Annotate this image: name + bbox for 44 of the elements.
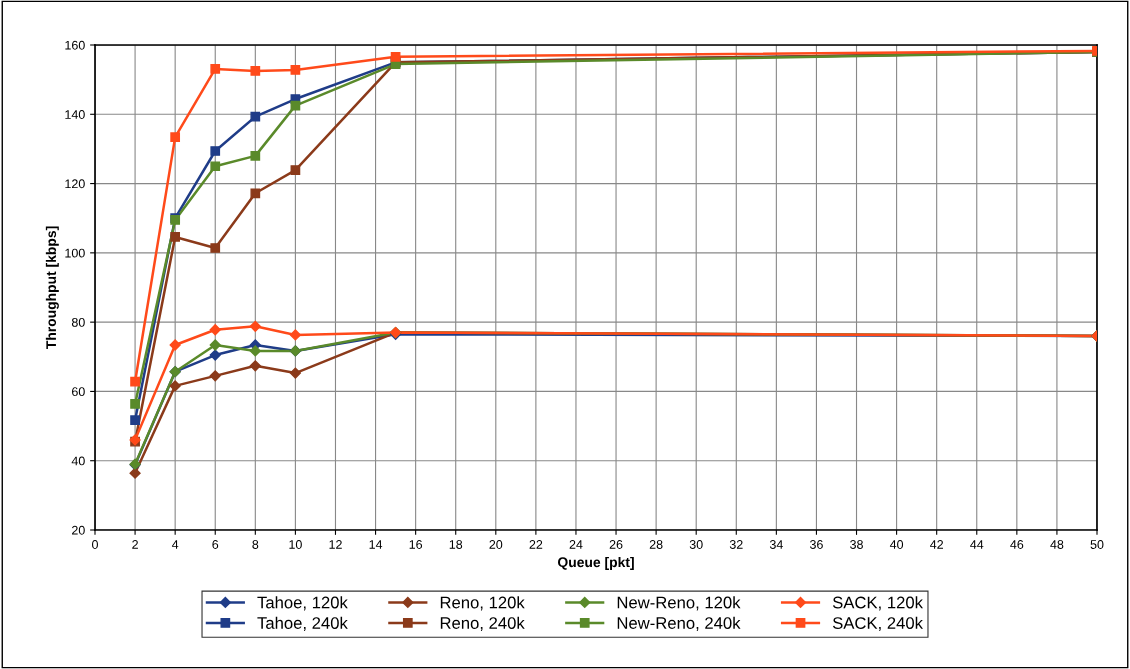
y-tick-label: 140 xyxy=(65,110,85,119)
x-tick-label: 38 xyxy=(850,540,863,549)
x-tick-label: 40 xyxy=(889,540,904,549)
x-tick-label: 36 xyxy=(809,540,823,549)
y-tick-label: 20 xyxy=(72,525,85,535)
x-tick-label: 20 xyxy=(489,540,503,549)
x-tick-label: 26 xyxy=(609,540,623,549)
x-tick-label: 34 xyxy=(769,540,783,549)
x-tick-label: 30 xyxy=(689,540,703,549)
legend-label: Tahoe, 240k xyxy=(257,616,348,631)
x-tick-label: 18 xyxy=(449,540,463,549)
y-tick-label: 120 xyxy=(65,179,85,189)
x-tick-label: 4 xyxy=(171,540,179,549)
x-tick-label: 6 xyxy=(212,540,219,549)
y-axis-title: Throughput [kbps] xyxy=(45,226,59,350)
x-tick-label: 14 xyxy=(369,540,383,549)
x-axis-title: Queue [pkt] xyxy=(557,556,634,570)
x-tick-label: 42 xyxy=(930,540,944,549)
x-tick-label: 8 xyxy=(252,540,259,549)
x-tick-label: 46 xyxy=(1010,540,1024,549)
y-tick-label: 160 xyxy=(65,40,85,50)
x-tick-label: 32 xyxy=(729,540,743,549)
legend-label: New-Reno, 240k xyxy=(617,616,741,631)
y-tick-label: 40 xyxy=(71,456,85,466)
x-tick-label: 28 xyxy=(649,540,663,549)
legend-label: SACK, 240k xyxy=(832,616,923,631)
legend-label: SACK, 120k xyxy=(832,596,923,611)
x-tick-label: 24 xyxy=(569,540,583,549)
legend-label: New-Reno, 120k xyxy=(617,596,741,611)
x-tick-label: 12 xyxy=(329,540,342,549)
x-tick-label: 48 xyxy=(1050,540,1064,549)
x-tick-label: 16 xyxy=(409,540,423,549)
x-tick-label: 0 xyxy=(92,540,98,549)
y-tick-label: 100 xyxy=(65,248,85,258)
x-tick-label: 10 xyxy=(289,540,302,549)
x-tick-label: 44 xyxy=(970,540,984,549)
legend-label: Tahoe, 120k xyxy=(257,596,348,611)
legend-label: Reno, 120k xyxy=(440,596,525,611)
x-tick-label: 2 xyxy=(132,540,138,549)
x-tick-label: 22 xyxy=(529,540,543,549)
y-tick-label: 60 xyxy=(72,387,85,397)
x-tick-label: 50 xyxy=(1090,540,1104,549)
legend-label: Reno, 240k xyxy=(440,616,525,631)
y-tick-label: 80 xyxy=(71,317,85,327)
